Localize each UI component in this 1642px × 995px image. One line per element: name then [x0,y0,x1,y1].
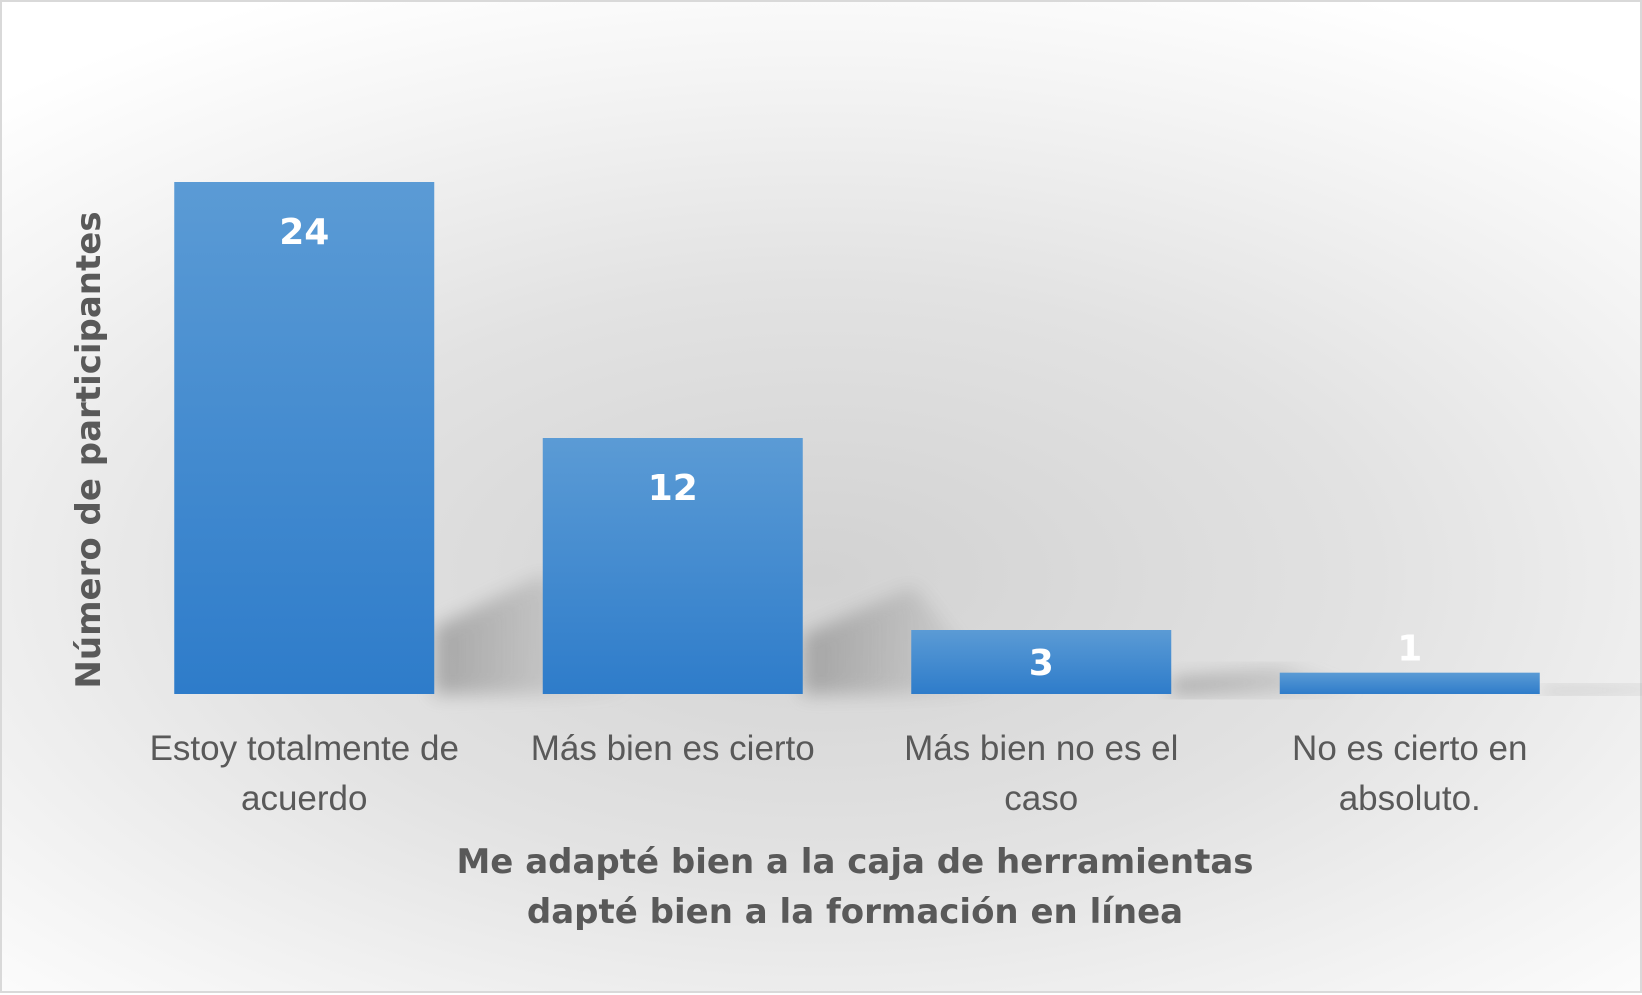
bar [174,182,435,694]
value-labels-group: 24 12 3 1 [279,212,1422,684]
bar [542,438,803,694]
category-label: No es cierto en absoluto. [1292,729,1527,818]
bar-shadow [1539,685,1642,694]
value-label: 12 [648,468,698,509]
bars-group [174,182,1540,694]
bar [1279,672,1540,694]
value-label: 3 [1029,643,1054,684]
category-label: Estoy totalmente de acuerdo [150,729,459,818]
x-axis-title: Me adapté bien a la caja de herramientas… [456,842,1253,932]
y-axis-title: Número de participantes [69,211,109,688]
value-label: 1 [1397,629,1422,670]
category-label: Más bien es cierto [531,729,815,768]
bar [911,630,1172,694]
value-label: 24 [279,212,329,253]
category-labels-group: Estoy totalmente de acuerdo Más bien es ci… [150,729,1528,818]
category-label: Más bien no es el caso [904,729,1178,818]
